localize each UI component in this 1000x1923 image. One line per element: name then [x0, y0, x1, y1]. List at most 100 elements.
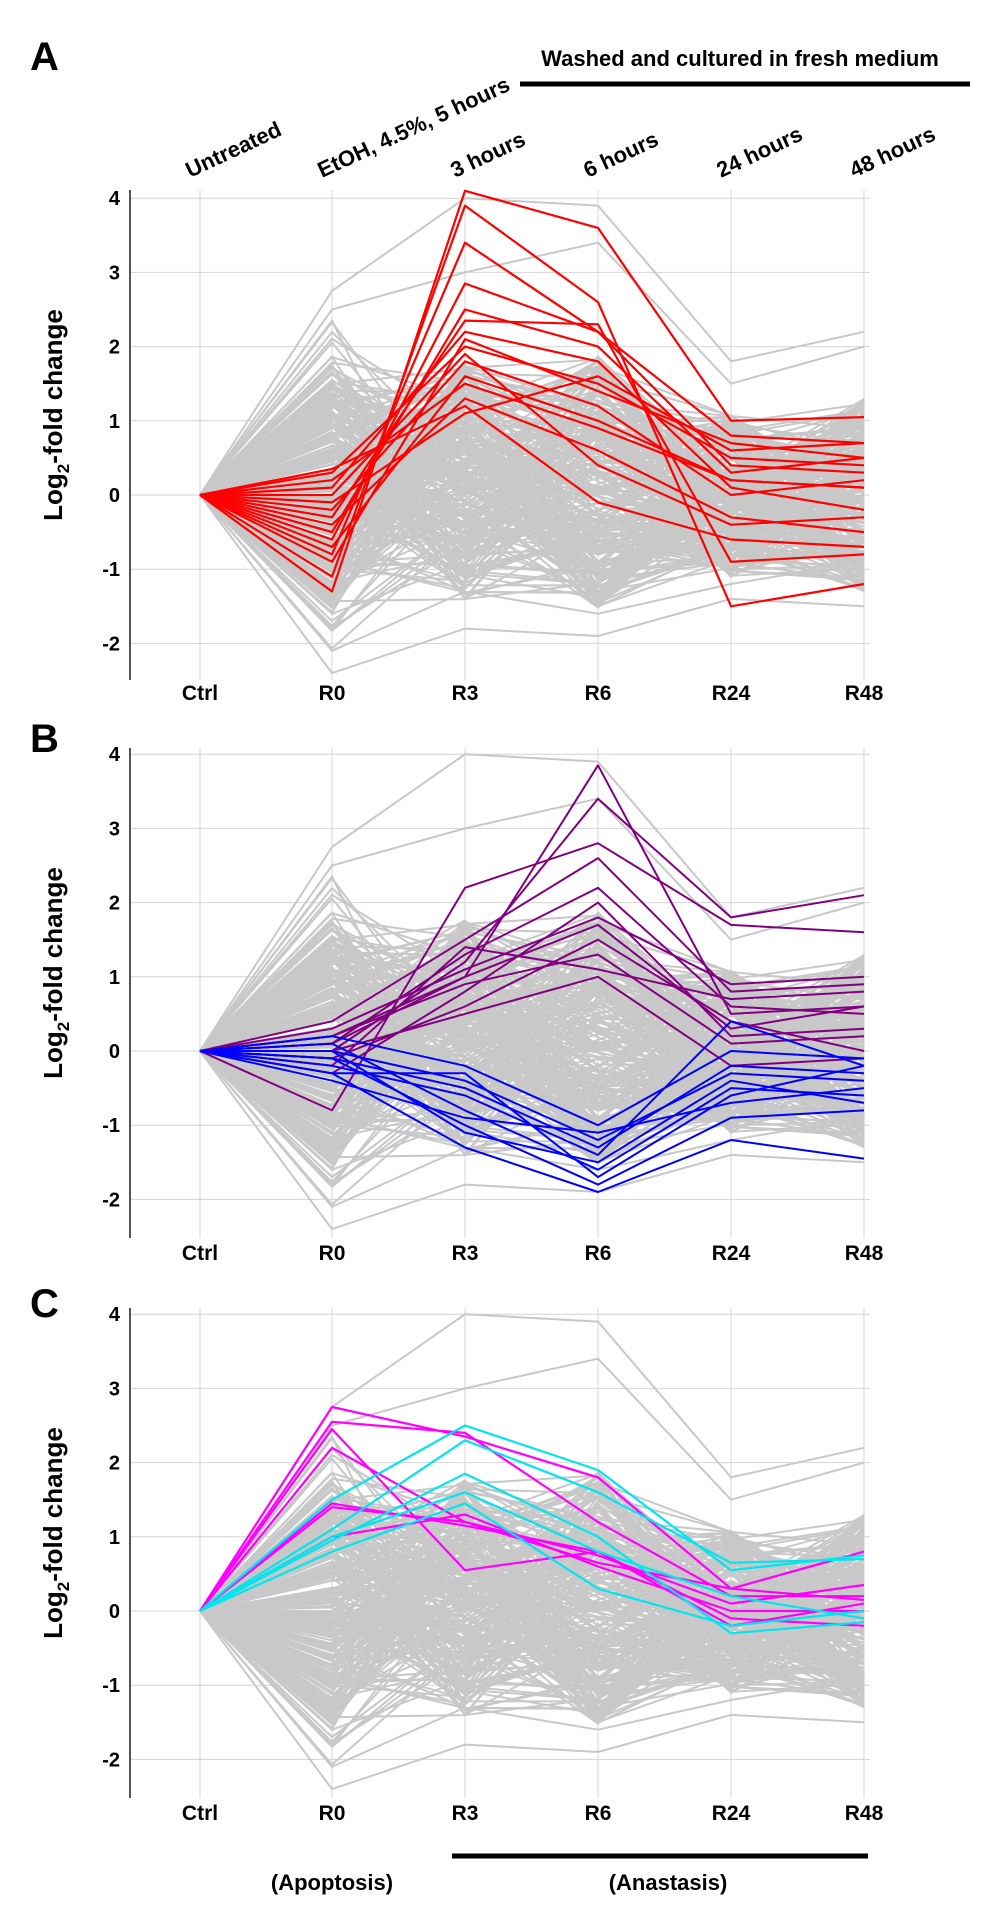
background-series-line	[199, 411, 865, 556]
background-series-line	[199, 1008, 865, 1125]
background-series-line	[199, 1489, 865, 1687]
background-series-line	[199, 952, 865, 1113]
x-tick-label: R6	[585, 1802, 612, 1825]
background-series-line	[199, 1555, 865, 1697]
cyan-series-line	[199, 1472, 865, 1635]
highlight-series-line	[199, 189, 865, 593]
background-series-line	[199, 1593, 865, 1711]
y-tick-label: 3	[109, 818, 120, 840]
x-tick-label: R48	[845, 682, 884, 705]
blue-series-line	[199, 1035, 865, 1127]
background-series-line	[199, 1568, 865, 1685]
x-tick-label: R0	[319, 1802, 346, 1825]
purple-series-line	[199, 857, 865, 1052]
condition-label: 6 hours	[580, 126, 663, 182]
condition-label: 24 hours	[713, 121, 807, 182]
highlight-series-line	[199, 241, 865, 556]
washed-label: Washed and cultured in fresh medium	[541, 46, 939, 71]
highlight-series-line	[199, 282, 865, 541]
highlight-series-line	[199, 204, 865, 608]
background-series-line	[199, 1000, 865, 1079]
x-tick-label: R6	[585, 682, 612, 705]
background-series-line	[199, 911, 865, 1129]
x-tick-label: R3	[452, 682, 479, 705]
background-series-line	[199, 444, 865, 523]
background-series-line	[199, 1491, 865, 1721]
condition-label: Untreated	[182, 116, 286, 182]
background-series-line	[199, 1503, 865, 1624]
background-series-line	[199, 942, 865, 1094]
background-series-line	[199, 1514, 865, 1706]
background-series-line	[199, 1526, 865, 1710]
background-series-line	[199, 1560, 865, 1639]
cyan-series-line	[199, 1439, 865, 1612]
background-series-line	[199, 753, 865, 1052]
y-tick-label: 3	[109, 262, 120, 284]
background-series-line	[199, 913, 865, 1093]
background-series-line	[199, 1598, 865, 1681]
background-series-line	[199, 357, 865, 537]
panel-a-chart: -2 -1 0 1 2 3 4 Ctrl R0 R3 R6 R24 R48 Log2-fold chang…	[38, 188, 884, 705]
y-tick-label: 1	[109, 411, 120, 433]
condition-label: 3 hours	[447, 126, 530, 182]
y-tick-label: -2	[102, 633, 120, 655]
cyan-series-line	[199, 1424, 865, 1612]
y-tick-label: -1	[102, 1675, 120, 1697]
x-tick-label: R24	[712, 1802, 751, 1825]
y-tick-label: 2	[109, 1453, 120, 1475]
anastasis-label: (Anastasis)	[609, 1870, 728, 1895]
x-tick-label: Ctrl	[182, 682, 218, 705]
x-tick-label: R3	[452, 1802, 479, 1825]
highlight-series-line	[199, 375, 865, 504]
y-tick-label: 1	[109, 967, 120, 989]
background-series-line	[199, 410, 865, 594]
y-tick-label: 2	[109, 893, 120, 915]
background-series-line	[199, 494, 865, 675]
background-series-line	[199, 1471, 865, 1739]
background-series-line	[199, 1357, 865, 1612]
background-series-line	[199, 1050, 865, 1231]
highlight-series-line	[199, 375, 865, 549]
background-series-line	[199, 386, 865, 538]
background-series-line	[199, 1606, 865, 1673]
background-series-line	[199, 396, 865, 557]
background-series-line	[199, 419, 865, 496]
highlight-series-line	[199, 330, 865, 511]
background-series-line	[199, 1498, 865, 1668]
background-series-line	[199, 241, 865, 496]
y-tick-label: 0	[109, 485, 120, 507]
y-tick-label: 4	[109, 744, 121, 766]
background-series-line	[199, 1435, 865, 1710]
condition-label: 48 hours	[846, 121, 940, 182]
background-series-line	[199, 398, 865, 590]
background-series-line	[199, 421, 865, 586]
y-tick-label: 4	[109, 1304, 121, 1326]
background-series-line	[199, 938, 865, 1128]
background-series-line	[199, 1497, 865, 1708]
highlight-series-line	[199, 319, 865, 563]
x-tick-label: R6	[585, 1242, 612, 1265]
background-series-line	[199, 1471, 865, 1689]
background-series-line	[199, 1038, 865, 1115]
background-series-line	[199, 1050, 865, 1208]
y-axis-label: Log2-fold change	[38, 867, 73, 1079]
background-series-line	[199, 1475, 865, 1659]
y-tick-label: 4	[109, 188, 121, 210]
x-tick-label: R24	[712, 682, 751, 705]
background-series-line	[199, 967, 865, 1112]
y-tick-label: 1	[109, 1527, 120, 1549]
purple-series-line	[199, 842, 865, 1112]
y-axis-label: Log2-fold change	[38, 309, 73, 521]
background-series-line	[199, 1481, 865, 1672]
magenta-series-line	[199, 1405, 865, 1612]
magenta-series-line	[199, 1428, 865, 1627]
blue-series-line	[200, 1050, 865, 1164]
highlight-series-line	[199, 308, 865, 534]
background-series-line	[199, 1546, 865, 1706]
x-tick-label: Ctrl	[182, 1242, 218, 1265]
y-tick-label: -2	[102, 1189, 120, 1211]
apoptosis-label: (Apoptosis)	[271, 1870, 393, 1895]
background-series-line	[199, 197, 865, 496]
